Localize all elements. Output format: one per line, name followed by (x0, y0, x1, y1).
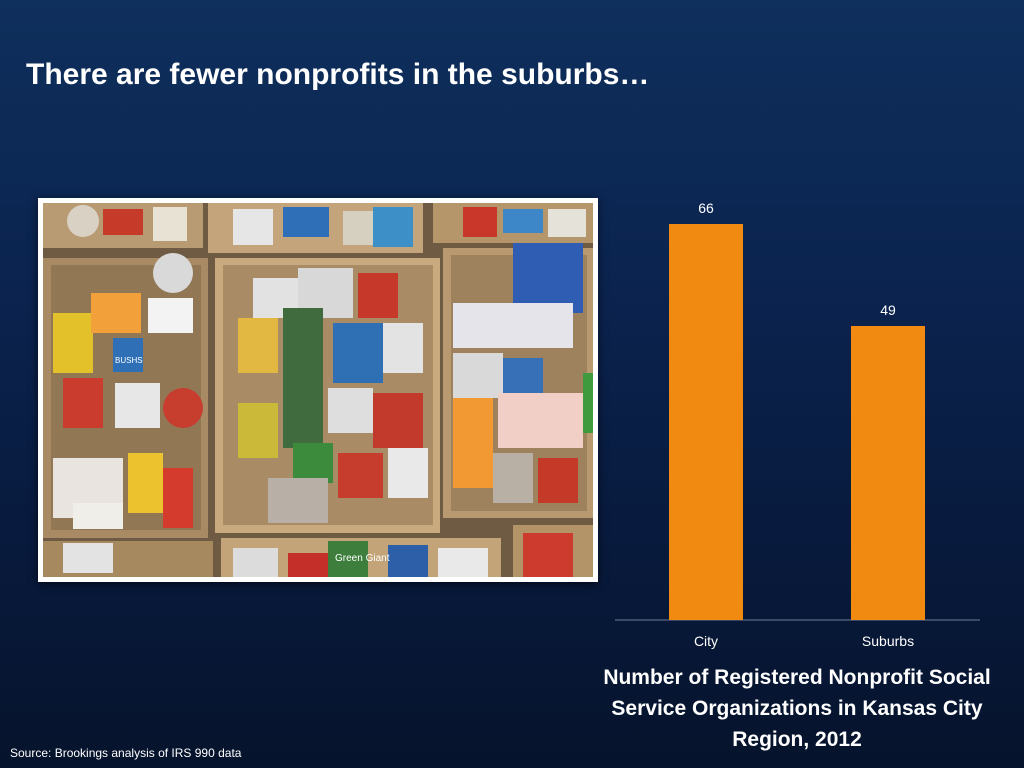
bar-suburbs (851, 326, 925, 620)
bar-city (669, 224, 743, 620)
slide-title: There are fewer nonprofits in the suburb… (26, 58, 650, 91)
data-label-suburbs: 49 (880, 302, 896, 318)
data-label-city: 66 (698, 200, 714, 216)
nonprofit-bar-chart: 66 City 49 Suburbs (615, 200, 980, 649)
chart-title: Number of Registered Nonprofit Social Se… (603, 666, 991, 751)
source-note: Source: Brookings analysis of IRS 990 da… (10, 746, 242, 760)
bushs-label: BUSHS (115, 356, 143, 365)
canned-food-image: Green Giant BUSHS (43, 203, 593, 577)
tick-label-suburbs: Suburbs (862, 633, 914, 649)
tick-label-city: City (694, 633, 718, 649)
canned-food-photo: Green Giant BUSHS (38, 198, 598, 582)
green-giant-label: Green Giant (335, 553, 390, 564)
